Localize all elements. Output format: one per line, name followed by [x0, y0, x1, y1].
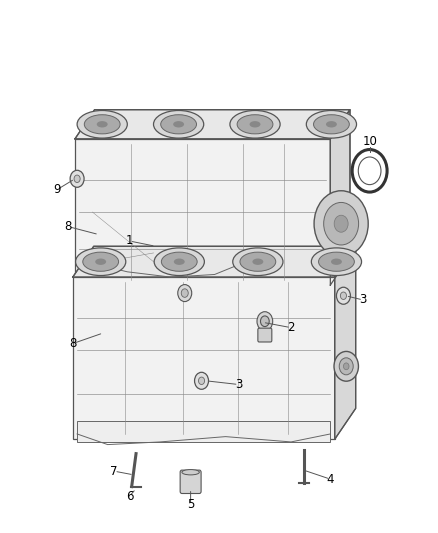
Ellipse shape	[230, 110, 280, 138]
Circle shape	[70, 170, 84, 187]
Ellipse shape	[77, 110, 127, 138]
Polygon shape	[73, 246, 356, 277]
Text: 8: 8	[65, 220, 72, 233]
Circle shape	[74, 175, 80, 182]
Circle shape	[339, 358, 353, 375]
Text: 8: 8	[69, 337, 76, 350]
Text: 10: 10	[362, 135, 377, 148]
FancyBboxPatch shape	[180, 470, 201, 494]
Text: 5: 5	[187, 498, 194, 511]
Circle shape	[336, 287, 350, 304]
Text: 1: 1	[126, 235, 133, 247]
Polygon shape	[75, 110, 350, 139]
FancyBboxPatch shape	[75, 139, 330, 285]
Text: 3: 3	[360, 294, 367, 306]
Ellipse shape	[240, 252, 276, 271]
Circle shape	[261, 316, 269, 327]
Text: 3: 3	[235, 378, 242, 391]
Ellipse shape	[154, 248, 205, 276]
Text: 4: 4	[327, 473, 334, 486]
Circle shape	[358, 157, 381, 184]
Text: 7: 7	[110, 465, 118, 478]
Ellipse shape	[84, 115, 120, 134]
Ellipse shape	[174, 259, 185, 265]
Ellipse shape	[314, 115, 350, 134]
Ellipse shape	[252, 259, 263, 265]
Circle shape	[198, 377, 205, 384]
Ellipse shape	[76, 248, 126, 276]
FancyBboxPatch shape	[258, 328, 272, 342]
Circle shape	[324, 203, 359, 245]
Text: 6: 6	[126, 490, 133, 503]
Ellipse shape	[182, 470, 199, 475]
Circle shape	[257, 312, 273, 331]
Ellipse shape	[233, 248, 283, 276]
Circle shape	[194, 372, 208, 389]
Ellipse shape	[306, 110, 357, 138]
Circle shape	[314, 191, 368, 257]
Ellipse shape	[97, 121, 108, 127]
Ellipse shape	[153, 110, 204, 138]
Ellipse shape	[83, 252, 119, 271]
Circle shape	[340, 292, 346, 300]
FancyBboxPatch shape	[77, 421, 330, 442]
Circle shape	[334, 215, 348, 232]
Circle shape	[178, 285, 192, 302]
Circle shape	[343, 363, 349, 370]
Polygon shape	[335, 246, 356, 439]
Ellipse shape	[161, 252, 197, 271]
Circle shape	[181, 289, 188, 297]
Text: 9: 9	[54, 183, 61, 196]
Ellipse shape	[311, 248, 361, 276]
Ellipse shape	[318, 252, 354, 271]
Ellipse shape	[161, 115, 197, 134]
Ellipse shape	[326, 121, 337, 127]
Ellipse shape	[331, 259, 342, 265]
Polygon shape	[330, 110, 350, 285]
FancyBboxPatch shape	[73, 277, 335, 439]
Text: 2: 2	[287, 321, 295, 334]
Circle shape	[334, 351, 358, 381]
Ellipse shape	[95, 259, 106, 265]
Ellipse shape	[173, 121, 184, 127]
Ellipse shape	[250, 121, 261, 127]
Ellipse shape	[237, 115, 273, 134]
